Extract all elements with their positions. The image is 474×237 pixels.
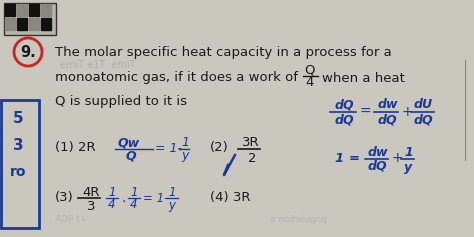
Bar <box>17 18 27 30</box>
Text: = 1-: = 1- <box>155 141 182 155</box>
Text: (3): (3) <box>55 191 74 205</box>
Text: dU: dU <box>414 99 433 111</box>
Text: 4: 4 <box>306 77 314 90</box>
Text: Q: Q <box>305 64 315 77</box>
Text: Q is supplied to it is: Q is supplied to it is <box>55 96 187 109</box>
Text: 4: 4 <box>130 199 137 211</box>
Text: 4: 4 <box>108 199 116 211</box>
FancyBboxPatch shape <box>4 3 56 35</box>
Text: 9.: 9. <box>20 45 36 59</box>
Text: when a heat: when a heat <box>322 72 405 85</box>
Text: 1 =: 1 = <box>335 151 360 164</box>
Text: 5: 5 <box>13 110 23 126</box>
Text: The molar specific heat capacity in a process for a: The molar specific heat capacity in a pr… <box>55 46 392 59</box>
Bar <box>41 4 51 16</box>
Text: ro: ro <box>10 165 26 179</box>
Text: monoatomic gas, if it does a work of: monoatomic gas, if it does a work of <box>55 72 298 85</box>
Text: dw: dw <box>378 99 399 111</box>
Text: = 1-: = 1- <box>143 191 168 205</box>
Text: 2: 2 <box>248 151 256 164</box>
Text: dQ: dQ <box>378 114 398 127</box>
Text: 1: 1 <box>404 146 413 160</box>
Text: y: y <box>168 199 175 211</box>
Text: .: . <box>122 191 127 205</box>
Text: +: + <box>402 105 414 119</box>
Text: 1: 1 <box>130 187 137 200</box>
Text: dQ: dQ <box>414 114 434 127</box>
Text: (4) 3R: (4) 3R <box>210 191 250 205</box>
Bar <box>5 18 15 30</box>
Text: dQ: dQ <box>335 114 355 127</box>
Text: Qw: Qw <box>118 137 140 150</box>
Text: emiT e1T  emiT: emiT e1T emiT <box>60 60 136 70</box>
Text: 4R: 4R <box>82 186 100 199</box>
Text: dw: dw <box>368 146 389 160</box>
Text: y: y <box>181 150 188 163</box>
Bar <box>29 18 39 30</box>
Bar <box>29 4 39 16</box>
Text: 1: 1 <box>168 187 175 200</box>
Text: dQ: dQ <box>368 160 388 173</box>
Text: 3: 3 <box>13 137 23 152</box>
Text: ADP t+: ADP t+ <box>55 215 87 224</box>
Text: dQ: dQ <box>335 99 355 111</box>
Text: Q: Q <box>126 150 137 163</box>
Text: a noitaluqoq: a noitaluqoq <box>270 215 327 224</box>
Bar <box>41 18 51 30</box>
Text: y: y <box>404 160 412 173</box>
Text: 1: 1 <box>108 187 116 200</box>
Text: +: + <box>392 151 404 165</box>
Text: =: = <box>360 105 372 119</box>
Text: 1: 1 <box>181 137 189 150</box>
Bar <box>17 4 27 16</box>
Text: (2): (2) <box>210 141 229 155</box>
Text: 3R: 3R <box>242 136 260 149</box>
Bar <box>5 4 15 16</box>
Text: (1) 2R: (1) 2R <box>55 141 96 155</box>
Text: 3: 3 <box>87 201 95 214</box>
